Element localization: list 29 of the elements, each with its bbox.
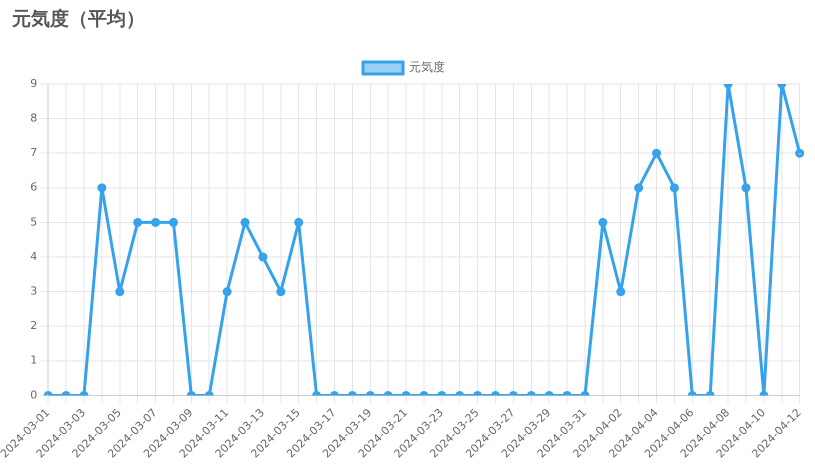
y-tick-label: 9	[30, 76, 38, 90]
point	[616, 287, 626, 296]
chart-title: 元気度（平均）	[12, 7, 145, 32]
y-tick-label: 8	[30, 111, 38, 124]
y-tick-label: 0	[30, 388, 38, 402]
point	[741, 183, 750, 192]
point	[97, 183, 106, 192]
point	[670, 183, 679, 192]
y-tick-label: 4	[30, 250, 38, 263]
point	[598, 218, 608, 227]
point	[258, 252, 268, 262]
point	[115, 287, 124, 296]
point	[133, 218, 142, 227]
y-tick-label: 6	[30, 180, 38, 194]
point	[634, 183, 644, 192]
y-tick-label: 3	[30, 284, 38, 298]
point	[276, 287, 286, 296]
legend-label: 元気度	[409, 60, 445, 74]
y-tick-label: 1	[30, 354, 38, 367]
point	[795, 148, 804, 158]
point	[294, 218, 304, 227]
y-tick-label: 5	[30, 215, 38, 228]
y-tick-label: 7	[30, 146, 38, 160]
point	[652, 148, 662, 158]
y-tick-label: 2	[30, 319, 38, 332]
point	[168, 218, 178, 227]
point	[240, 218, 250, 227]
point	[151, 218, 160, 227]
point	[222, 287, 232, 296]
